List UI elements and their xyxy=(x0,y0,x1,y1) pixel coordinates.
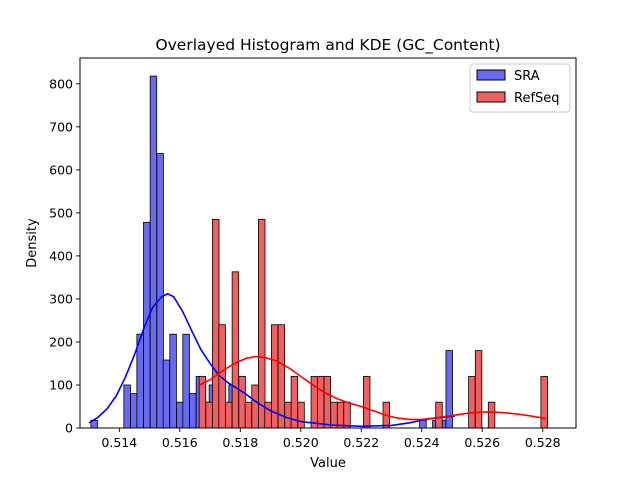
bar-refseq-6 xyxy=(238,375,246,429)
bar-refseq-12 xyxy=(277,324,286,429)
bar-refseq-22 xyxy=(362,375,371,429)
x-tick-label: 0.514 xyxy=(101,435,137,450)
bar-sra-9 xyxy=(176,401,184,429)
bar-refseq-24 xyxy=(435,401,443,429)
x-tick-label: 0.528 xyxy=(525,435,561,450)
x-tick-label: 0.522 xyxy=(343,435,379,450)
legend-label-sra: SRA xyxy=(514,69,540,84)
bar-sra-1 xyxy=(123,384,131,429)
legend-swatch-refseq xyxy=(476,91,506,103)
bar-refseq-19 xyxy=(330,401,338,429)
bar-refseq-9 xyxy=(258,218,266,429)
bar-sra-20 xyxy=(419,419,427,429)
chart-title: Overlayed Histogram and KDE (GC_Content) xyxy=(155,36,500,55)
y-tick-label: 100 xyxy=(49,377,73,392)
x-tick-label: 0.516 xyxy=(162,435,198,450)
kde-curves xyxy=(88,292,546,428)
bar-refseq-10 xyxy=(264,401,272,429)
bar-refseq-27 xyxy=(487,401,496,429)
bar-sra-10 xyxy=(182,333,190,429)
bar-refseq-13 xyxy=(284,401,292,429)
bar-refseq-21 xyxy=(343,401,351,429)
x-tick-label: 0.518 xyxy=(222,435,258,450)
bar-refseq-2 xyxy=(212,218,220,429)
kde-line-refseq xyxy=(197,355,546,421)
bar-sra-7 xyxy=(162,359,171,429)
bar-refseq-8 xyxy=(251,384,259,429)
bar-refseq-28 xyxy=(540,375,548,429)
y-tick-label: 200 xyxy=(49,334,73,349)
y-tick-label: 400 xyxy=(49,248,73,263)
y-tick-label: 300 xyxy=(49,291,73,306)
y-tick-label: 600 xyxy=(49,162,73,177)
y-tick-label: 500 xyxy=(49,205,73,220)
legend-label-refseq: RefSeq xyxy=(514,91,560,106)
legend-swatch-sra xyxy=(476,69,506,81)
plot-frame xyxy=(79,57,577,429)
y-tick-label: 0 xyxy=(65,421,73,436)
legend: SRA RefSeq xyxy=(469,63,571,113)
bar-sra-2 xyxy=(130,393,138,429)
bar-refseq-4 xyxy=(225,401,233,429)
bar-refseq-15 xyxy=(297,401,305,429)
x-tick-label: 0.524 xyxy=(404,435,440,450)
x-tick-label: 0.526 xyxy=(464,435,500,450)
bar-refseq-17 xyxy=(317,375,325,429)
x-tick-label: 0.520 xyxy=(283,435,319,450)
y-tick-label: 800 xyxy=(49,76,73,91)
kde-line-sra xyxy=(88,292,456,428)
x-axis-ticks: 0.514 0.516 0.518 0.520 0.522 0.524 0.526 0.528 xyxy=(101,428,561,450)
bar-refseq-7 xyxy=(244,401,253,429)
bar-sra-8 xyxy=(169,333,177,429)
bar-sra-5 xyxy=(149,75,158,429)
bar-refseq-26 xyxy=(474,350,483,429)
bar-refseq-20 xyxy=(336,401,345,429)
bar-refseq-25 xyxy=(468,375,476,429)
bar-sra-3 xyxy=(136,333,144,429)
y-axis-label: Density xyxy=(25,218,40,268)
bar-refseq-1 xyxy=(205,401,213,429)
y-tick-label: 700 xyxy=(49,119,73,134)
bar-sra-11 xyxy=(189,393,197,429)
bar-sra-6 xyxy=(156,153,164,429)
bar-refseq-18 xyxy=(323,375,332,429)
y-axis-ticks: 0 100 200 300 400 500 600 700 800 xyxy=(49,76,80,436)
bar-refseq-5 xyxy=(231,271,240,429)
x-axis-label: Value xyxy=(310,456,346,471)
